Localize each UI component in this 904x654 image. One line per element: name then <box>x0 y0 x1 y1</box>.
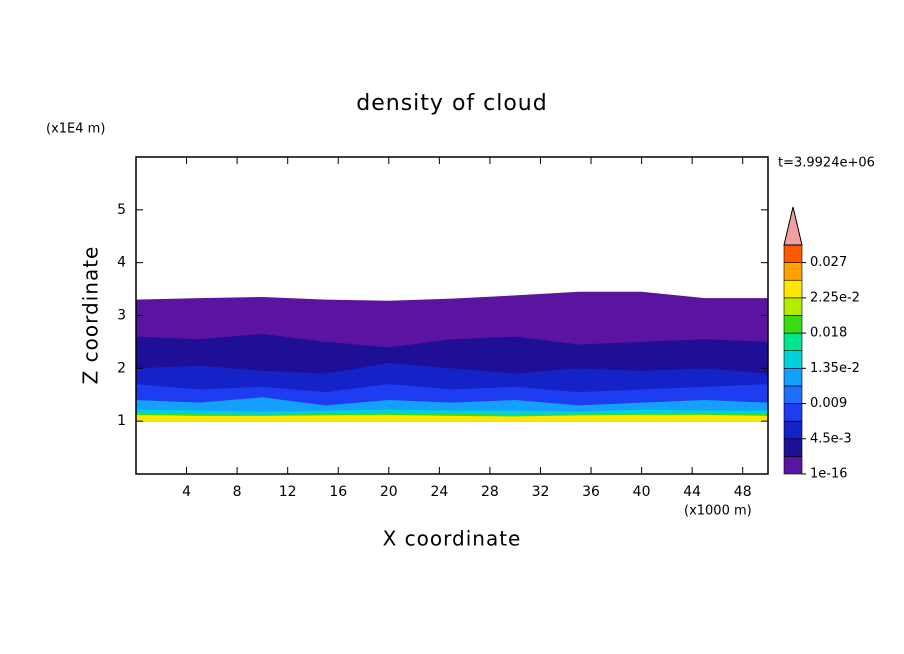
colorbar-band <box>783 385 803 404</box>
colorbar-band <box>783 350 803 369</box>
x-tick-label: 28 <box>481 484 499 500</box>
y-axis-label: Z coordinate <box>79 246 103 385</box>
x-axis-label: X coordinate <box>383 527 522 551</box>
colorbar-label: 1e-16 <box>810 467 848 482</box>
colorbar-band <box>783 420 803 440</box>
x-tick-label: 8 <box>233 484 242 500</box>
colorbar-band <box>783 403 803 422</box>
colorbar-band <box>783 438 803 457</box>
x-tick-label: 44 <box>683 484 701 500</box>
y-unit: (x1E4 m) <box>46 122 105 137</box>
x-tick-label: 36 <box>582 484 600 500</box>
colorbar-band <box>783 262 803 281</box>
x-tick-label: 48 <box>734 484 752 500</box>
x-tick-label: 12 <box>279 484 297 500</box>
x-tick-label: 16 <box>329 484 347 500</box>
x-tick-label: 20 <box>380 484 398 500</box>
y-tick-label: 4 <box>117 255 126 271</box>
colorbar-label: 0.027 <box>810 255 847 270</box>
y-tick-label: 3 <box>117 308 126 324</box>
chart-title: density of cloud <box>356 91 547 116</box>
colorbar-band <box>783 315 803 334</box>
time-label: t=3.9924e+06 <box>778 156 875 171</box>
contour-region <box>136 414 768 422</box>
colorbar-label: 0.018 <box>810 326 847 341</box>
colorbar-label: 1.35e-2 <box>810 361 860 376</box>
x-tick-label: 24 <box>430 484 448 500</box>
y-tick-label: 5 <box>117 202 126 218</box>
colorbar-band <box>783 456 803 475</box>
colorbar-band <box>783 297 803 316</box>
colorbar-band <box>783 332 803 351</box>
x-tick-label: 32 <box>532 484 550 500</box>
x-tick-label: 40 <box>633 484 651 500</box>
colorbar-label: 2.25e-2 <box>810 290 860 305</box>
colorbar-label: 0.009 <box>810 396 847 411</box>
colorbar-extend <box>783 206 803 246</box>
colorbar-label: 4.5e-3 <box>810 431 852 446</box>
colorbar-band <box>783 244 803 263</box>
y-tick-label: 1 <box>117 413 126 429</box>
colorbar-band <box>783 279 803 299</box>
x-tick-label: 4 <box>182 484 191 500</box>
x-unit: (x1000 m) <box>684 504 752 519</box>
y-tick-label: 2 <box>117 360 126 376</box>
colorbar-band <box>783 368 803 387</box>
